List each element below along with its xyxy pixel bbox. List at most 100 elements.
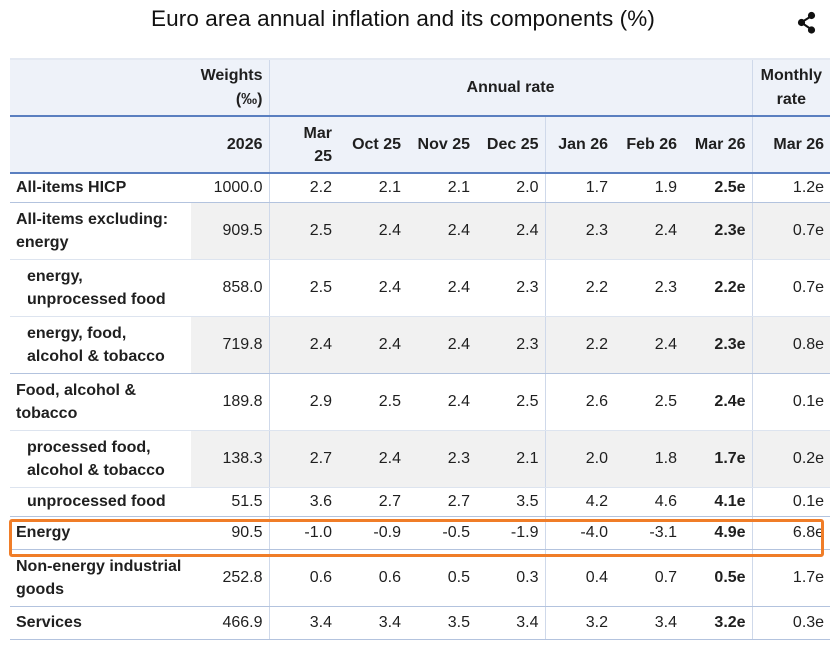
row-label: Services: [10, 606, 191, 640]
period-header: Mar 25: [268, 115, 338, 174]
value-cell: 0.6: [338, 549, 407, 607]
row-label: All-items HICP: [10, 173, 191, 203]
value-cell: 4.9e: [683, 516, 753, 550]
value-cell: 3.6: [268, 487, 338, 517]
row-label: energy, unprocessed food: [10, 259, 191, 317]
row-label: Energy: [10, 516, 191, 550]
value-cell: 0.7: [614, 549, 683, 607]
weight-cell: 1000.0: [191, 173, 269, 203]
weights-header: Weights (‰): [191, 58, 269, 116]
monthly-cell: 0.3e: [751, 606, 831, 640]
weights-year-header: 2026: [191, 115, 269, 174]
value-cell: 2.5: [476, 373, 545, 431]
value-cell: 4.2: [544, 487, 614, 517]
header-blank: [10, 58, 191, 116]
value-cell: 0.6: [268, 549, 338, 607]
value-cell: 0.5: [407, 549, 476, 607]
value-cell: 2.5: [338, 373, 407, 431]
weight-cell: 138.3: [191, 430, 269, 488]
value-cell: 3.2e: [683, 606, 753, 640]
monthly-cell: 1.2e: [751, 173, 831, 203]
share-icon[interactable]: [793, 9, 821, 37]
value-cell: -4.0: [544, 516, 614, 550]
monthly-cell: 0.2e: [751, 430, 831, 488]
header-blank: [10, 115, 191, 174]
value-cell: 2.4: [476, 202, 545, 260]
value-cell: 1.9: [614, 173, 683, 203]
monthly-cell: 0.8e: [751, 316, 831, 374]
table-row: Services 466.9 3.4 3.4 3.5 3.4 3.2 3.4 3.2e 0.3e: [10, 606, 831, 640]
value-cell: 2.2: [544, 259, 614, 317]
value-cell: 2.4: [614, 202, 683, 260]
value-cell: 2.5e: [683, 173, 753, 203]
value-cell: 2.4: [407, 316, 476, 374]
value-cell: 2.0: [544, 430, 614, 488]
value-cell: 4.1e: [683, 487, 753, 517]
weight-cell: 51.5: [191, 487, 269, 517]
value-cell: 2.3e: [683, 316, 753, 374]
value-cell: 2.5: [614, 373, 683, 431]
value-cell: 2.3e: [683, 202, 753, 260]
row-label: All-items excluding: energy: [10, 202, 191, 260]
period-header: Nov 25: [407, 115, 476, 174]
value-cell: 2.9: [268, 373, 338, 431]
value-cell: 2.4: [338, 430, 407, 488]
value-cell: 2.3: [407, 430, 476, 488]
table-row: All-items HICP 1000.0 2.2 2.1 2.1 2.0 1.7 1.9 2.…: [10, 173, 831, 203]
monthly-cell: 0.1e: [751, 373, 831, 431]
weight-cell: 909.5: [191, 202, 269, 260]
value-cell: 2.2e: [683, 259, 753, 317]
value-cell: 3.4: [338, 606, 407, 640]
table-row: energy, food, alcohol & tobacco 719.8 2.4 2…: [10, 316, 831, 374]
value-cell: 2.1: [338, 173, 407, 203]
value-cell: 2.7: [407, 487, 476, 517]
value-cell: 2.4: [614, 316, 683, 374]
page-title: Euro area annual inflation and its compo…: [151, 6, 655, 31]
value-cell: 1.7e: [683, 430, 753, 488]
period-header: Feb 26: [614, 115, 683, 174]
table-row: processed food, alcohol & tobacco 138.3 2.…: [10, 430, 831, 488]
period-header: Dec 25: [476, 115, 545, 174]
monthly-rate-header: Monthly rate: [752, 58, 831, 116]
value-cell: 3.4: [476, 606, 545, 640]
value-cell: 2.4: [407, 373, 476, 431]
table-row: unprocessed food 51.5 3.6 2.7 2.7 3.5 4.2 4.6 4.…: [10, 487, 831, 517]
monthly-cell: 0.7e: [751, 259, 831, 317]
value-cell: 3.4: [268, 606, 338, 640]
value-cell: 2.7: [338, 487, 407, 517]
value-cell: 2.4: [338, 259, 407, 317]
value-cell: -1.0: [268, 516, 338, 550]
value-cell: -1.9: [476, 516, 545, 550]
value-cell: 1.7: [544, 173, 614, 203]
value-cell: 0.5e: [683, 549, 753, 607]
row-label: processed food, alcohol & tobacco: [10, 430, 191, 488]
row-label: energy, food, alcohol & tobacco: [10, 316, 191, 374]
value-cell: 0.4: [544, 549, 614, 607]
value-cell: 3.5: [407, 606, 476, 640]
value-cell: 2.1: [476, 430, 545, 488]
value-cell: 3.4: [614, 606, 683, 640]
period-header: Mar 26: [683, 115, 753, 174]
period-header: Oct 25: [338, 115, 407, 174]
weight-cell: 90.5: [191, 516, 269, 550]
table-row: All-items excluding: energy 909.5 2.5 2.4 2.…: [10, 202, 831, 260]
value-cell: 2.7: [268, 430, 338, 488]
weight-cell: 252.8: [191, 549, 269, 607]
monthly-cell: 1.7e: [751, 549, 831, 607]
value-cell: 2.3: [476, 316, 545, 374]
value-cell: -0.9: [338, 516, 407, 550]
value-cell: -0.5: [407, 516, 476, 550]
value-cell: 2.3: [476, 259, 545, 317]
weight-cell: 466.9: [191, 606, 269, 640]
monthly-cell: 0.1e: [751, 487, 831, 517]
row-label: Food, alcohol & tobacco: [10, 373, 191, 431]
value-cell: 2.3: [544, 202, 614, 260]
value-cell: 2.2: [544, 316, 614, 374]
weight-cell: 189.8: [191, 373, 269, 431]
period-header: Jan 26: [544, 115, 614, 174]
table-row: Food, alcohol & tobacco 189.8 2.9 2.5 2.4 2.5…: [10, 373, 831, 431]
row-label: unprocessed food: [10, 487, 191, 517]
table-row: Non-energy industrial goods 252.8 0.6 0.6 0.…: [10, 549, 831, 607]
value-cell: 2.4: [407, 202, 476, 260]
row-label: Non-energy industrial goods: [10, 549, 191, 607]
